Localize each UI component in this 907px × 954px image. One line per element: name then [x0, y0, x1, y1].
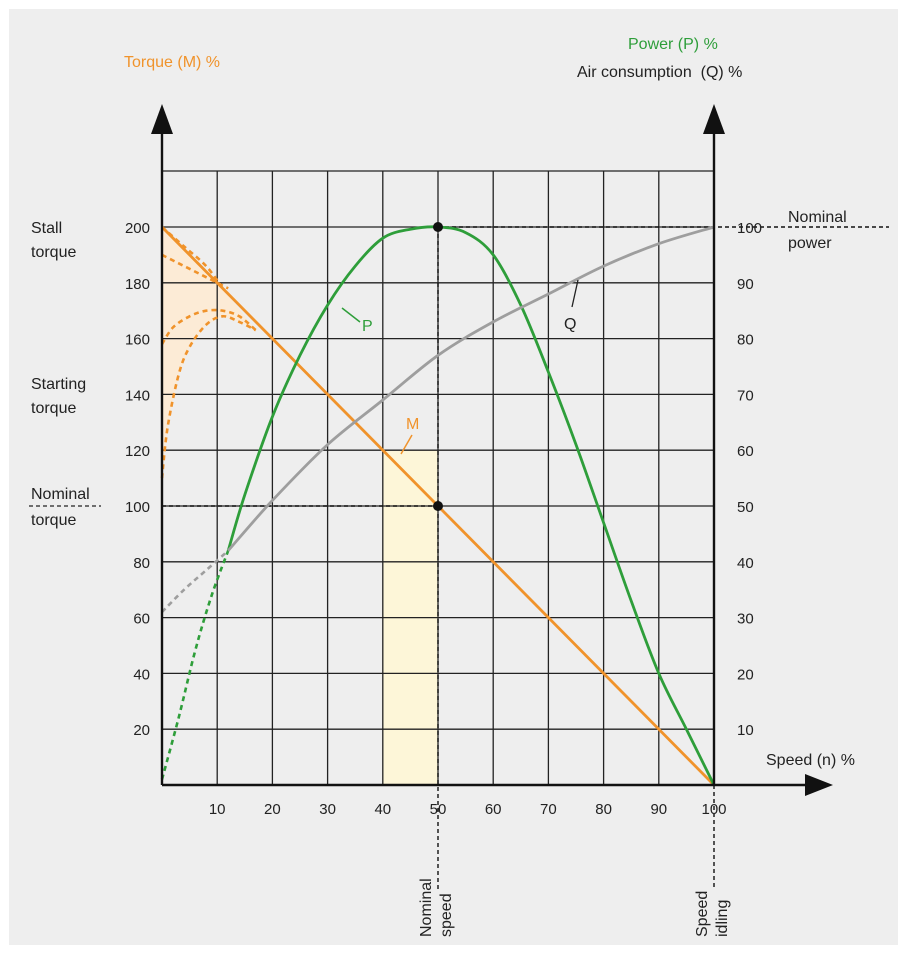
speed-idling-label-1: Speed	[694, 891, 711, 937]
nominal-speed-label-1: Nominal	[418, 878, 435, 937]
dashed-segment-q-1	[161, 549, 230, 613]
y-left-tick-label-160: 160	[125, 332, 150, 349]
dashed-segment-p-0	[160, 550, 230, 780]
nominal-torque-label-1: Nominal	[31, 486, 90, 503]
dashed-segment-m-4	[160, 308, 257, 345]
y-right-tick-label-20: 20	[737, 666, 754, 683]
x-axis-arrow	[805, 774, 833, 796]
nominal-speed-label-2: speed	[438, 893, 455, 937]
x-tick-label-10: 10	[209, 801, 226, 818]
x-axis-title: Speed (n) %	[766, 752, 855, 769]
right-axis-title-air: Air consumption (Q) %	[577, 64, 742, 81]
y-left-tick-label-180: 180	[125, 276, 150, 293]
stall-torque-label-2: torque	[31, 244, 76, 261]
starting-torque-label-2: torque	[31, 400, 76, 417]
m-leader	[400, 434, 413, 455]
nominal-power-label-1: Nominal	[788, 209, 847, 226]
y-right-tick-label-60: 60	[737, 443, 754, 460]
dashed-segment-m-3	[161, 253, 229, 290]
data-point-0	[433, 222, 443, 232]
nominal-torque-label-2: torque	[31, 512, 76, 529]
left-axis-arrow	[151, 104, 173, 134]
y-right-tick-label-70: 70	[737, 387, 754, 404]
speed-torque-chart: 10 20 30 40 50 60 70 80 90 100 20 40 60 80 100 120 140 16…	[29, 36, 889, 937]
data-point-1	[433, 501, 443, 511]
y-right-tick-label-10: 10	[737, 722, 754, 739]
data-points	[433, 222, 443, 511]
x-tick-label-100: 100	[701, 801, 726, 818]
stall-torque-label-1: Stall	[31, 220, 62, 237]
y-right-tick-label-80: 80	[737, 332, 754, 349]
chart-panel: 10 20 30 40 50 60 70 80 90 100 20 40 60 80 100 120 140 16…	[9, 9, 898, 945]
x-tick-label-40: 40	[374, 801, 391, 818]
q-leader	[571, 279, 579, 308]
y-left-tick-label-20: 20	[133, 722, 150, 739]
y-right-tick-label-30: 30	[737, 611, 754, 628]
y-left-tick-label-200: 200	[125, 220, 150, 237]
y-left-tick-label-80: 80	[133, 555, 150, 572]
series-line-p	[226, 225, 716, 786]
x-tick-label-30: 30	[319, 801, 336, 818]
series-label-q: Q	[564, 316, 576, 333]
x-tick-label-60: 60	[485, 801, 502, 818]
x-tick-label-90: 90	[650, 801, 667, 818]
y-right-tick-label-50: 50	[737, 499, 754, 516]
series-label-m: M	[406, 416, 419, 433]
dashed-segment-m-5	[160, 314, 257, 479]
tick-labels: 10 20 30 40 50 60 70 80 90 100 20 40 60 80 100 120 140 16…	[125, 220, 762, 818]
y-left-tick-label-60: 60	[133, 611, 150, 628]
speed-idling-label-2: idling	[714, 900, 731, 937]
right-axis-arrow	[703, 104, 725, 134]
p-leader	[341, 307, 361, 323]
right-axis-title-power: Power (P) %	[628, 36, 718, 53]
y-right-tick-label-40: 40	[737, 555, 754, 572]
y-right-tick-label-90: 90	[737, 276, 754, 293]
y-left-tick-label-40: 40	[133, 666, 150, 683]
y-left-tick-label-120: 120	[125, 443, 150, 460]
nominal-power-label-2: power	[788, 235, 832, 252]
starting-torque-label-1: Starting	[31, 376, 86, 393]
series-label-p: P	[362, 318, 373, 335]
x-tick-label-20: 20	[264, 801, 281, 818]
y-right-tick-label-100: 100	[737, 220, 762, 237]
reference-lines	[162, 226, 889, 889]
x-tick-label-50: 50	[430, 801, 447, 818]
left-axis-title: Torque (M) %	[124, 54, 220, 71]
series-line-q	[227, 225, 715, 552]
y-left-tick-label-140: 140	[125, 387, 150, 404]
x-tick-label-80: 80	[595, 801, 612, 818]
x-tick-label-70: 70	[540, 801, 557, 818]
stall-torque-band	[162, 227, 256, 479]
y-left-tick-label-100: 100	[125, 499, 150, 516]
axes	[151, 104, 833, 796]
